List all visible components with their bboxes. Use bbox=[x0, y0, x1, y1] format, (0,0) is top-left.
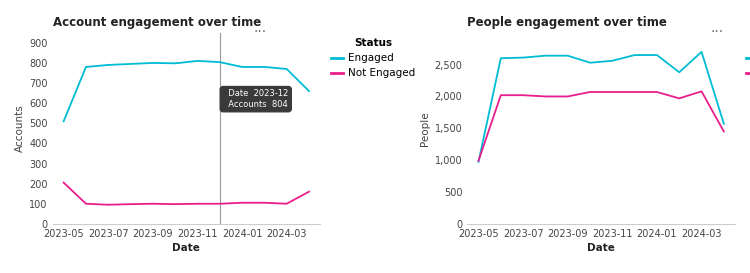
X-axis label: Date: Date bbox=[587, 243, 615, 253]
Text: Date  2023-12
  Accounts  804: Date 2023-12 Accounts 804 bbox=[224, 90, 288, 109]
Text: ···: ··· bbox=[253, 25, 266, 38]
X-axis label: Date: Date bbox=[172, 243, 200, 253]
Legend: Engaged, Not Engaged: Engaged, Not Engaged bbox=[746, 38, 750, 78]
Text: ···: ··· bbox=[711, 25, 724, 38]
Y-axis label: Accounts: Accounts bbox=[15, 105, 25, 152]
Text: People engagement over time: People engagement over time bbox=[467, 16, 668, 29]
Y-axis label: People: People bbox=[421, 111, 430, 146]
Legend: Engaged, Not Engaged: Engaged, Not Engaged bbox=[331, 38, 416, 78]
Text: Account engagement over time: Account engagement over time bbox=[53, 16, 261, 29]
